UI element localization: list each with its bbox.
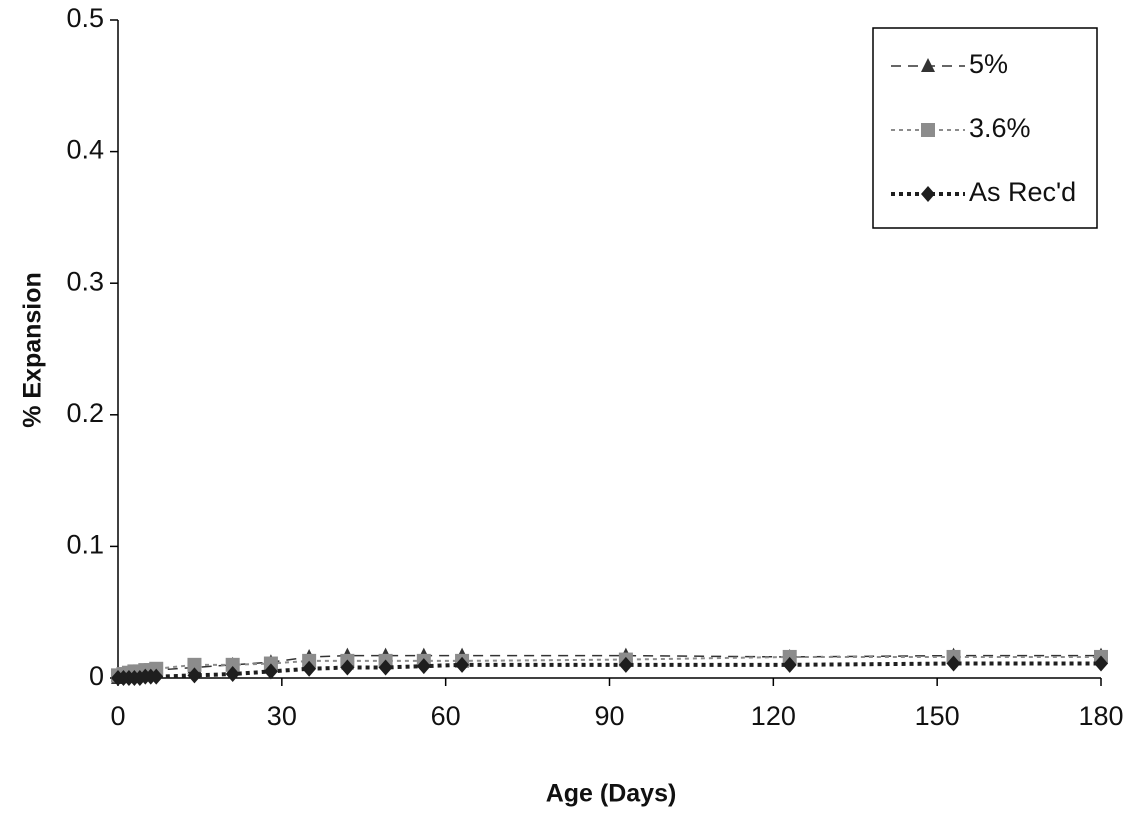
marker (618, 656, 633, 673)
y-tick-label: 0.2 (66, 398, 104, 428)
legend-label: 5% (969, 49, 1008, 79)
marker (187, 667, 202, 684)
legend-label: 3.6% (969, 113, 1031, 143)
marker (225, 666, 240, 683)
y-axis-label: % Expansion (19, 272, 47, 428)
marker (378, 659, 393, 676)
y-tick-label: 0 (89, 661, 104, 691)
marker (782, 656, 797, 673)
x-tick-label: 120 (751, 701, 796, 731)
y-tick-label: 0.3 (66, 266, 104, 296)
marker (455, 656, 470, 673)
x-tick-label: 0 (110, 701, 125, 731)
marker (1094, 655, 1108, 672)
marker (921, 186, 935, 202)
x-tick-label: 90 (594, 701, 624, 731)
marker (416, 658, 431, 675)
legend-label: As Rec'd (969, 177, 1076, 207)
marker (225, 657, 240, 672)
marker (149, 668, 164, 685)
marker (302, 660, 317, 677)
marker (946, 655, 961, 672)
x-tick-label: 30 (267, 701, 297, 731)
y-tick-label: 0.4 (66, 135, 104, 165)
marker (921, 123, 935, 137)
x-tick-label: 180 (1078, 701, 1123, 731)
marker (340, 659, 355, 676)
marker (187, 657, 202, 672)
x-axis-label: Age (Days) (546, 780, 677, 808)
x-tick-label: 150 (915, 701, 960, 731)
x-tick-label: 60 (431, 701, 461, 731)
y-tick-label: 0.1 (66, 530, 104, 560)
marker (263, 663, 278, 680)
marker (921, 58, 935, 72)
y-tick-label: 0.5 (66, 3, 104, 33)
